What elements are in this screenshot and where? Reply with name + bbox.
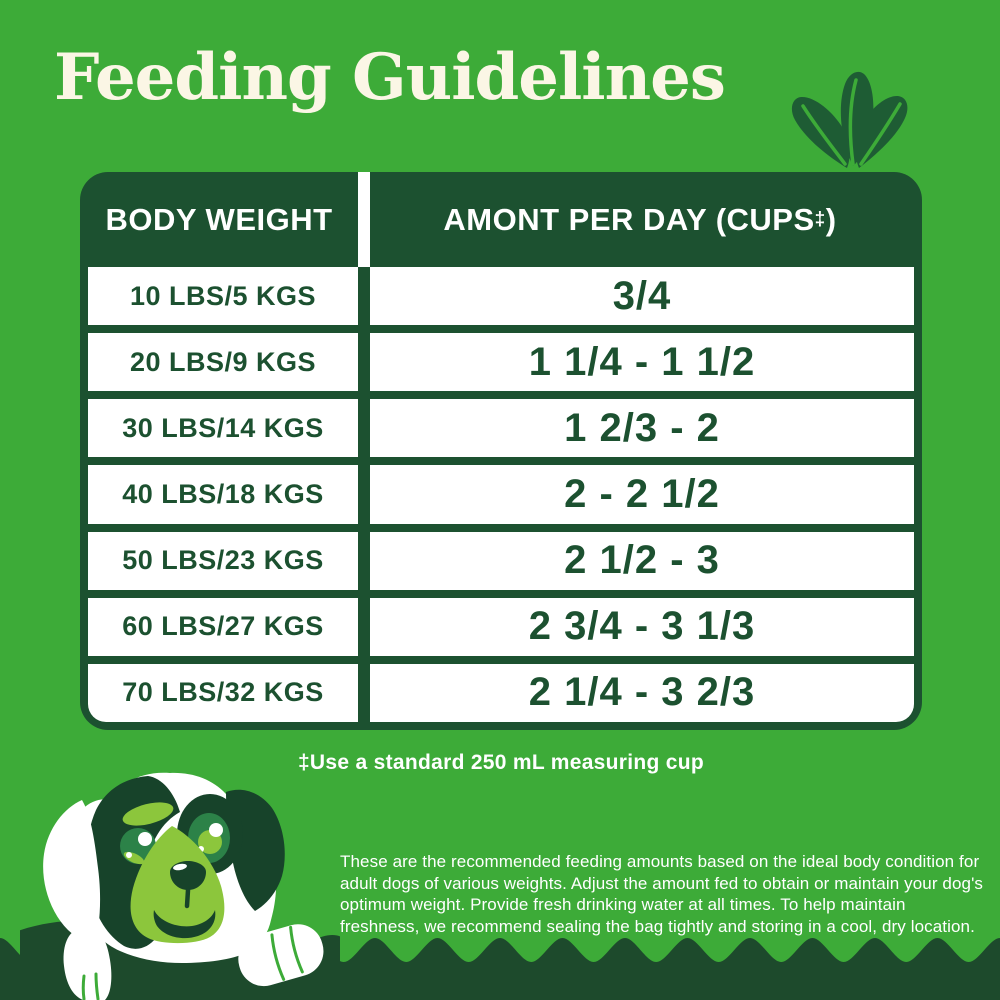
table-row: 30 LBS/14 KGS 1 2/3 - 2 [88,399,914,458]
weight-cell: 40 LBS/18 KGS [88,465,358,524]
table-row: 10 LBS/5 KGS 3/4 [88,267,914,326]
table-row: 70 LBS/32 KGS 2 1/4 - 3 2/3 [88,663,914,722]
amount-cell: 2 3/4 - 3 1/3 [370,597,914,656]
table-row: 40 LBS/18 KGS 2 - 2 1/2 [88,465,914,524]
weight-cell: 50 LBS/23 KGS [88,531,358,590]
weight-cell: 70 LBS/32 KGS [88,663,358,722]
weight-cell: 60 LBS/27 KGS [88,597,358,656]
dog-right-paw [238,924,324,987]
table-row: 20 LBS/9 KGS 1 1/4 - 1 1/2 [88,333,914,392]
measuring-cup-footnote: ‡Use a standard 250 mL measuring cup [297,751,705,774]
amount-cell: 1 1/4 - 1 1/2 [370,333,914,392]
table-row: 50 LBS/23 KGS 2 1/2 - 3 [88,531,914,590]
dog-illustration [20,772,340,1000]
weight-cell: 30 LBS/14 KGS [88,399,358,458]
amount-cell: 2 - 2 1/2 [370,465,914,524]
body-weight-header: BODY WEIGHT [105,201,333,237]
page-title: Feeding Guidelines [54,40,726,115]
weight-cell: 20 LBS/9 KGS [88,333,358,392]
amount-header: AMONT PER DAY (CUPS ‡) [443,201,837,237]
table-header-row: BODY WEIGHT AMONT PER DAY (CUPS ‡) [80,172,922,267]
table-body: 10 LBS/5 KGS 3/4 20 LBS/9 KGS 1 1/4 - 1 … [88,267,914,722]
header-column-divider [358,172,370,267]
amount-cell: 2 1/2 - 3 [370,531,914,590]
weight-cell: 10 LBS/5 KGS [88,267,358,326]
amount-cell: 3/4 [370,267,914,326]
dog-left-paw [63,926,112,1000]
leaf-cluster-icon [791,71,908,168]
amount-cell: 2 1/4 - 3 2/3 [370,663,914,722]
table-row: 60 LBS/27 KGS 2 3/4 - 3 1/3 [88,597,914,656]
amount-cell: 1 2/3 - 2 [370,399,914,458]
feeding-table: BODY WEIGHT AMONT PER DAY (CUPS ‡) 10 LBS… [80,172,922,730]
disclaimer-text: These are the recommended feeding amount… [340,852,984,936]
dagger-footnote-marker: ‡ [814,208,826,230]
